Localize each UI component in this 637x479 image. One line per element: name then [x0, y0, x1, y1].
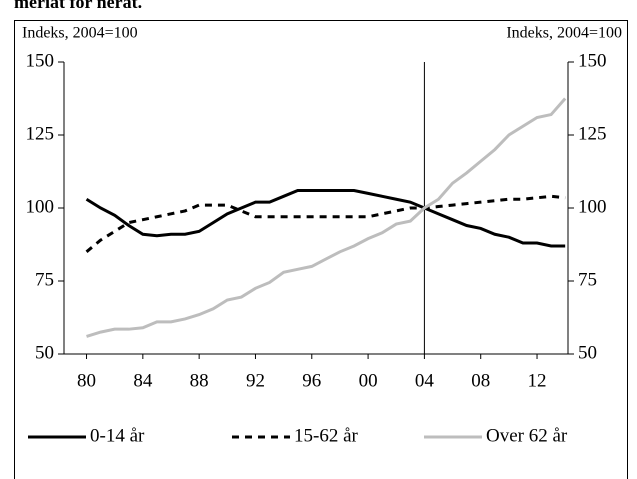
x-tick-label: 92 — [246, 370, 265, 391]
y-tick-label: 50 — [35, 342, 54, 363]
x-tick-label: 84 — [133, 370, 153, 391]
y-tick-label: 100 — [26, 196, 55, 217]
y2-axis-title: Indeks, 2004=100 — [506, 25, 622, 42]
y-tick-label: 150 — [26, 50, 55, 71]
x-tick-label: 04 — [415, 370, 435, 391]
y2-tick-label: 150 — [578, 50, 607, 71]
x-tick-label: 80 — [77, 370, 96, 391]
y2-tick-label: 50 — [578, 342, 597, 363]
legend-label: 15-62 år — [294, 425, 359, 446]
series-line — [85, 188, 566, 248]
chart-title: meriat for neràt. — [14, 0, 142, 12]
frame — [14, 20, 628, 479]
series-line — [85, 194, 566, 253]
y2-tick-label: 75 — [578, 269, 597, 290]
x-tick-label: 12 — [528, 370, 547, 391]
x-tick-label: 08 — [471, 370, 490, 391]
y2-tick-label: 125 — [578, 123, 607, 144]
y2-tick-label: 100 — [578, 196, 607, 217]
y-tick-label: 75 — [35, 269, 54, 290]
x-tick-label: 88 — [190, 370, 209, 391]
y-axis-title: Indeks, 2004=100 — [22, 25, 138, 42]
series-line — [86, 97, 567, 338]
legend-label: 0-14 år — [90, 425, 145, 446]
y-tick-label: 125 — [26, 123, 55, 144]
x-tick-label: 00 — [359, 370, 378, 391]
legend-label: Over 62 år — [486, 425, 568, 446]
x-tick-label: 96 — [302, 370, 321, 391]
